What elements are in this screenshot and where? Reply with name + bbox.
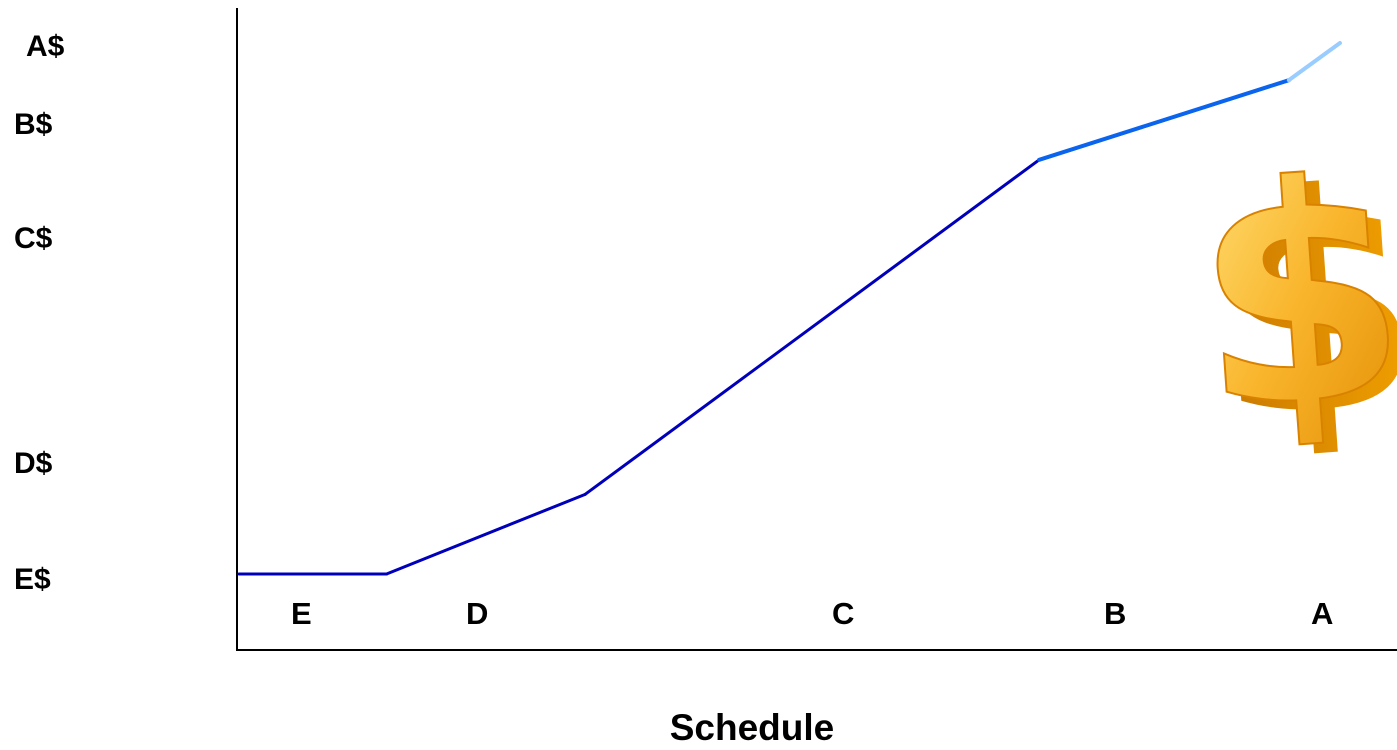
x-tick-label-e: E — [291, 596, 312, 631]
svg-text:$: $ — [1199, 124, 1397, 487]
x-tick-label-c: C — [832, 596, 854, 631]
y-tick-label-c: C$ — [14, 222, 53, 255]
y-tick-label-b: B$ — [14, 108, 53, 141]
dollar-sign-3d-icon: $ $ — [1184, 114, 1397, 487]
x-axis-title: Schedule — [670, 707, 835, 748]
x-tick-label-b: B — [1104, 596, 1126, 631]
series-2-segment-0 — [1286, 41, 1342, 83]
series-0-segment-1 — [385, 492, 587, 576]
series-0-segment-2 — [583, 158, 1041, 496]
svg-text:$: $ — [1185, 115, 1397, 478]
y-tick-label-a: A$ — [26, 30, 65, 63]
series-1-segment-0 — [1037, 78, 1291, 162]
y-tick-label-e: E$ — [14, 563, 51, 596]
y-tick-label-d: D$ — [14, 447, 53, 480]
x-tick-label-d: D — [466, 596, 488, 631]
x-tick-label-a: A — [1311, 596, 1333, 631]
series-layer — [237, 41, 1342, 576]
